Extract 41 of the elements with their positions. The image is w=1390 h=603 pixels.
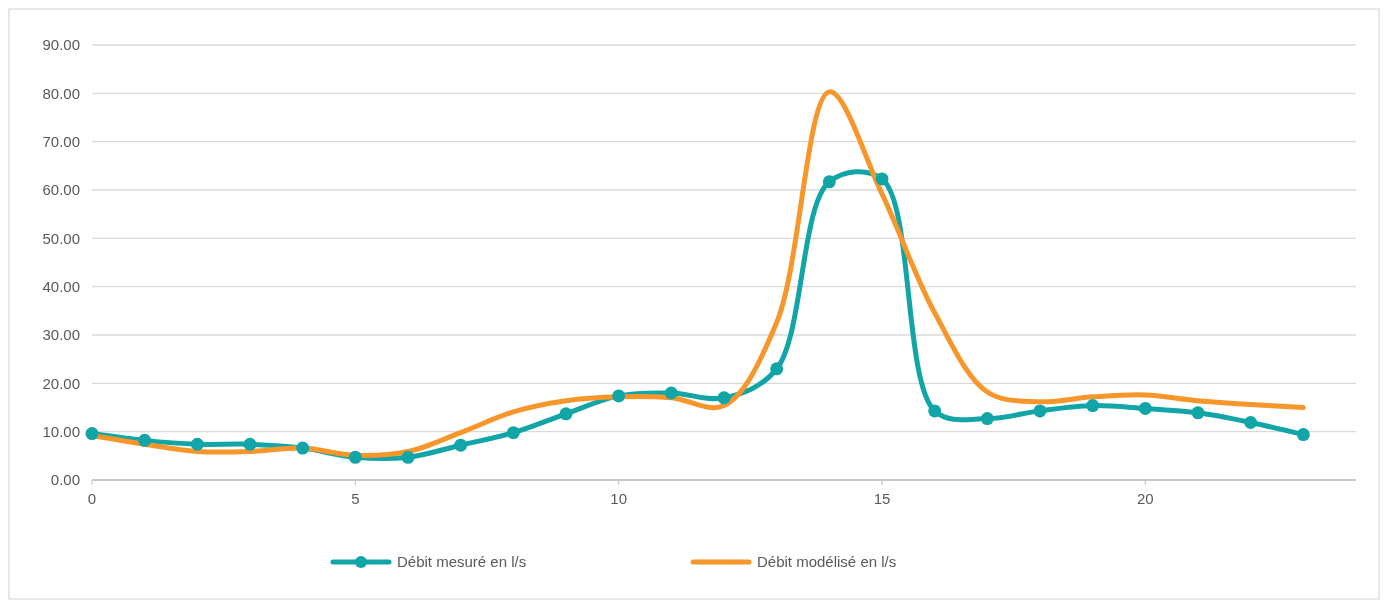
point [559,407,573,421]
point [770,362,784,376]
point [1138,401,1152,415]
point [190,437,204,451]
y-tick-label: 80.00 [42,84,80,102]
point [1086,399,1100,413]
y-tick-label: 70.00 [42,132,80,150]
point [822,175,836,189]
point [1244,415,1258,429]
point [664,386,678,400]
x-tick-label: 20 [1136,490,1154,507]
point [612,389,626,403]
point [296,441,310,455]
x-tick-label: 10 [610,490,628,507]
point [401,450,415,464]
x-tick-label: 5 [351,490,360,507]
x-tick-label: 0 [87,490,97,507]
point [348,450,362,464]
legend-label: Débit modélisé en l/s [757,553,897,571]
point [506,426,520,440]
point [138,433,152,447]
point [243,437,257,451]
y-tick-label: 10.00 [42,422,80,440]
point [454,438,468,452]
point [85,427,99,441]
y-tick-label: 40.00 [42,277,80,295]
y-tick-label: 60.00 [42,181,80,199]
point [717,391,731,405]
point [1191,406,1205,420]
point [980,412,994,426]
y-tick-label: 0.00 [50,471,80,489]
y-tick-label: 50.00 [42,229,80,247]
x-tick-label: 15 [873,490,891,507]
y-tick-label: 20.00 [42,374,80,392]
point [928,404,942,418]
y-tick-label: 30.00 [42,326,80,344]
point [875,172,889,186]
point [1033,404,1047,418]
legend-label: Débit mesuré en l/s [397,553,527,571]
y-tick-label: 90.00 [42,36,80,54]
point [1296,428,1310,442]
